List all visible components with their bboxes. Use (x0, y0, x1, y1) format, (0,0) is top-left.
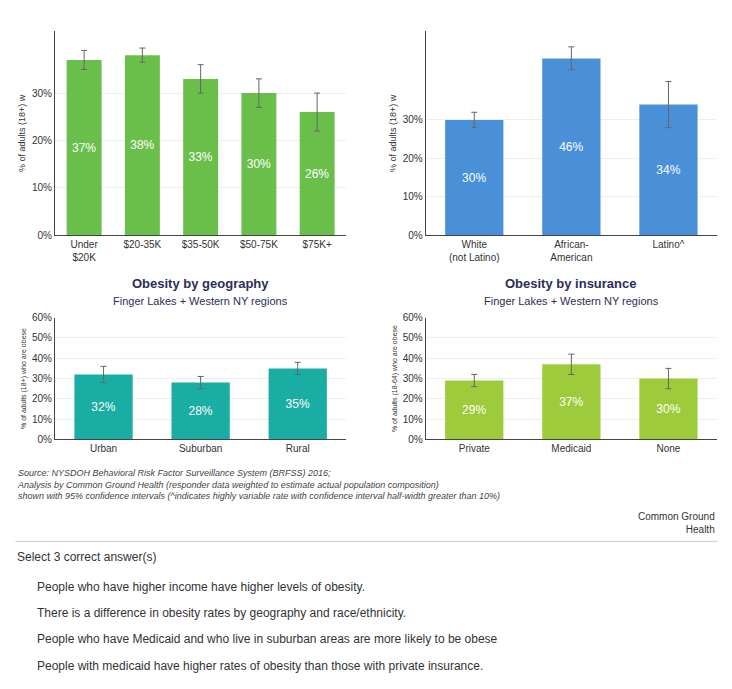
svg-text:None: None (656, 443, 680, 454)
svg-text:$20-35K: $20-35K (123, 239, 161, 250)
svg-text:% of adults (18+) who are obes: % of adults (18+) who are obese (20, 328, 28, 429)
svg-text:People who have higher income: People who have higher income have highe… (37, 580, 365, 594)
svg-text:30%: 30% (32, 373, 52, 384)
svg-text:20%: 20% (403, 153, 423, 164)
svg-text:29%: 29% (462, 403, 486, 417)
svg-text:50%: 50% (32, 332, 52, 343)
svg-text:% of adults (18+) w: % of adults (18+) w (388, 94, 398, 172)
svg-text:Finger Lakes + Western NY regi: Finger Lakes + Western NY regions (113, 295, 288, 307)
svg-text:10%: 10% (403, 191, 423, 202)
svg-text:40%: 40% (32, 353, 52, 364)
svg-text:20%: 20% (403, 393, 423, 404)
svg-text:38%: 38% (130, 138, 154, 152)
svg-text:Select 3 correct answer(s): Select 3 correct answer(s) (17, 550, 156, 564)
svg-text:People who have Medicaid and w: People who have Medicaid and who live in… (37, 632, 498, 646)
svg-text:Common GroundHealth: Common GroundHealth (638, 511, 715, 535)
svg-text:% of adults (18-64) who are ob: % of adults (18-64) who are obese (391, 325, 399, 432)
svg-text:37%: 37% (559, 395, 583, 409)
svg-text:10%: 10% (403, 414, 423, 425)
svg-text:People with medicaid have high: People with medicaid have higher rates o… (37, 659, 483, 673)
svg-text:30%: 30% (32, 88, 52, 99)
svg-text:26%: 26% (305, 167, 329, 181)
svg-text:Rural: Rural (286, 443, 310, 454)
svg-text:50%: 50% (403, 332, 423, 343)
svg-text:10%: 10% (32, 182, 52, 193)
svg-text:0%: 0% (38, 434, 53, 445)
svg-text:Source: NYSDOH Behavioral Risk: Source: NYSDOH Behavioral Risk Factor Su… (17, 468, 500, 501)
svg-text:$75K+: $75K+ (303, 239, 332, 250)
svg-text:Urban: Urban (90, 443, 117, 454)
svg-text:10%: 10% (32, 414, 52, 425)
svg-text:Private: Private (459, 443, 491, 454)
svg-text:$35-50K: $35-50K (182, 239, 220, 250)
svg-text:60%: 60% (32, 312, 52, 323)
svg-text:30%: 30% (403, 373, 423, 384)
svg-text:0%: 0% (408, 434, 423, 445)
svg-text:$50-75K: $50-75K (240, 239, 278, 250)
svg-text:Latino^: Latino^ (652, 239, 684, 250)
svg-text:30%: 30% (403, 114, 423, 125)
svg-text:20%: 20% (32, 135, 52, 146)
svg-text:35%: 35% (286, 397, 310, 411)
svg-text:African-American: African-American (550, 239, 592, 263)
svg-text:33%: 33% (188, 150, 212, 164)
svg-text:30%: 30% (462, 171, 486, 185)
svg-text:Finger Lakes + Western NY regi: Finger Lakes + Western NY regions (484, 295, 659, 307)
svg-text:There is a difference in obesi: There is a difference in obesity rates b… (37, 606, 406, 620)
svg-text:Medicaid: Medicaid (551, 443, 591, 454)
svg-text:Obesity by insurance: Obesity by insurance (505, 276, 637, 291)
svg-text:30%: 30% (656, 402, 680, 416)
svg-text:0%: 0% (408, 230, 423, 241)
svg-text:30%: 30% (247, 157, 271, 171)
svg-text:Obesity by geography: Obesity by geography (132, 276, 269, 291)
svg-text:40%: 40% (403, 353, 423, 364)
svg-text:0%: 0% (38, 230, 53, 241)
svg-text:32%: 32% (91, 400, 115, 414)
svg-text:34%: 34% (656, 163, 680, 177)
svg-text:White(not Latino): White(not Latino) (449, 239, 500, 263)
svg-text:60%: 60% (403, 312, 423, 323)
svg-text:Suburban: Suburban (179, 443, 222, 454)
svg-text:20%: 20% (32, 393, 52, 404)
svg-text:% of adults (18+) w: % of adults (18+) w (17, 94, 27, 172)
svg-text:46%: 46% (559, 140, 583, 154)
svg-text:28%: 28% (188, 404, 212, 418)
svg-text:Under$20K: Under$20K (71, 239, 99, 263)
svg-text:37%: 37% (72, 141, 96, 155)
